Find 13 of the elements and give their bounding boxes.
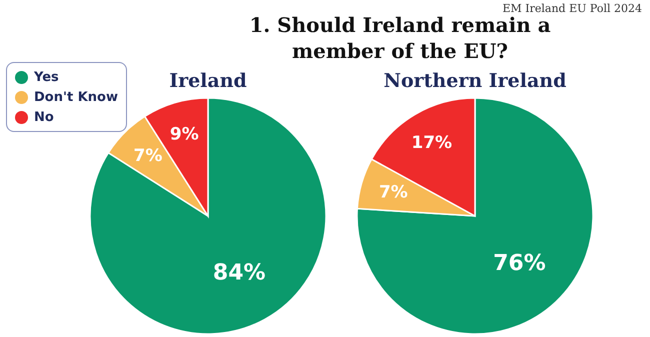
data-label: 76% bbox=[493, 250, 546, 276]
data-label: 84% bbox=[212, 260, 266, 286]
legend-label: Yes bbox=[34, 70, 59, 84]
legend-label: Don't Know bbox=[34, 90, 118, 104]
data-label: 7% bbox=[378, 182, 408, 202]
text: 1. Should Ireland remain a member of the EU? bbox=[248, 12, 552, 64]
text: EM Ireland EU Poll 2024 bbox=[502, 2, 642, 15]
data-label: 7% bbox=[133, 146, 162, 166]
data-label: 9% bbox=[170, 124, 199, 144]
chart-title: Northern Ireland bbox=[382, 70, 568, 92]
legend-label: No bbox=[34, 110, 54, 124]
chart-subtitle: Ireland bbox=[169, 70, 247, 92]
data-label: 17% bbox=[411, 132, 452, 153]
